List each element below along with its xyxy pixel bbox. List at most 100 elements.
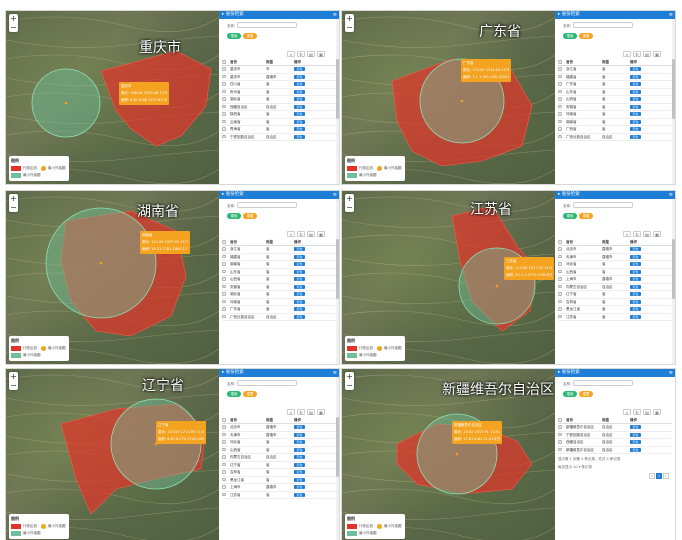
row-checkbox-cell[interactable] xyxy=(558,246,566,253)
row-checkbox[interactable] xyxy=(222,127,226,131)
table-row[interactable]: 西藏自治区 自治区 定位 xyxy=(222,104,336,111)
row-checkbox-cell[interactable] xyxy=(222,484,230,491)
table-row[interactable]: 广东省 省 定位 xyxy=(558,81,672,89)
row-checkbox[interactable] xyxy=(222,104,226,109)
select-all-checkbox[interactable] xyxy=(558,417,566,423)
locate-button[interactable]: 定位 xyxy=(294,247,305,251)
row-checkbox-cell[interactable] xyxy=(558,81,566,88)
row-checkbox[interactable] xyxy=(222,455,226,459)
table-row[interactable]: 河北省 省 定位 xyxy=(222,439,336,447)
row-checkbox-cell[interactable] xyxy=(222,246,230,253)
name-input[interactable] xyxy=(237,202,298,208)
export-icon[interactable]: ▦ xyxy=(317,51,325,57)
checkbox[interactable] xyxy=(222,240,226,244)
table-row[interactable]: 江苏省 省 定位 xyxy=(558,314,672,321)
table-row[interactable]: 云南省 省 定位 xyxy=(222,119,336,126)
checkbox[interactable] xyxy=(558,60,562,64)
table-row[interactable]: 湖北省 省 定位 xyxy=(222,291,336,299)
locate-button[interactable]: 定位 xyxy=(630,74,641,79)
row-checkbox-cell[interactable] xyxy=(222,284,230,291)
columns-icon[interactable]: ▤ xyxy=(307,51,315,57)
table-row[interactable]: 安徽省 省 定位 xyxy=(222,284,336,291)
table-row[interactable]: 山西省 省 定位 xyxy=(558,96,672,104)
zoom-in-button[interactable]: + xyxy=(346,194,353,203)
table-row[interactable]: 黑龙江省 省 定位 xyxy=(558,306,672,314)
locate-button[interactable]: 定位 xyxy=(630,292,641,296)
locate-button[interactable]: 定位 xyxy=(294,97,305,101)
reset-button[interactable]: 重置 xyxy=(243,212,257,219)
search-button[interactable]: 搜索 xyxy=(563,212,577,219)
search-button[interactable]: 搜索 xyxy=(563,390,577,397)
row-checkbox[interactable] xyxy=(222,67,226,71)
page-button[interactable]: › xyxy=(663,473,669,479)
row-checkbox-cell[interactable] xyxy=(558,89,566,96)
table-row[interactable]: 四川省 省 定位 xyxy=(222,81,336,89)
row-checkbox-cell[interactable] xyxy=(558,134,566,141)
columns-icon[interactable]: ▤ xyxy=(643,231,651,237)
refresh-icon[interactable]: ↻ xyxy=(297,51,305,57)
table-row[interactable]: 山西省 省 定位 xyxy=(222,276,336,284)
row-checkbox-cell[interactable] xyxy=(222,261,230,268)
table-row[interactable]: 福建省 省 定位 xyxy=(558,74,672,81)
row-checkbox-cell[interactable] xyxy=(558,96,566,103)
row-checkbox-cell[interactable] xyxy=(222,314,230,321)
row-checkbox-cell[interactable] xyxy=(558,66,566,73)
table-row[interactable]: 重庆市 市 定位 xyxy=(222,66,336,74)
row-checkbox[interactable] xyxy=(222,307,226,311)
table-row[interactable]: 湖南省 省 定位 xyxy=(558,119,672,126)
circle-center-marker[interactable] xyxy=(64,101,68,105)
reset-button[interactable]: 重置 xyxy=(579,390,593,397)
search-icon[interactable]: ⌕ xyxy=(287,51,295,57)
row-checkbox[interactable] xyxy=(222,269,226,274)
search-icon[interactable]: ⌕ xyxy=(287,231,295,237)
name-input[interactable] xyxy=(573,22,634,28)
row-checkbox-cell[interactable] xyxy=(222,74,230,81)
row-checkbox-cell[interactable] xyxy=(558,104,566,111)
locate-button[interactable]: 定位 xyxy=(294,314,305,319)
row-checkbox[interactable] xyxy=(222,134,226,139)
select-all-checkbox[interactable] xyxy=(222,59,230,65)
zoom-in-button[interactable]: + xyxy=(10,14,17,23)
row-checkbox[interactable] xyxy=(222,262,226,266)
menu-icon[interactable]: ≡ xyxy=(332,192,337,198)
name-input[interactable] xyxy=(237,380,298,386)
search-icon[interactable]: ⌕ xyxy=(287,409,295,415)
checkbox[interactable] xyxy=(222,60,226,64)
row-checkbox[interactable] xyxy=(222,432,226,437)
columns-icon[interactable]: ▤ xyxy=(307,231,315,237)
zoom-out-button[interactable]: − xyxy=(10,203,17,212)
table-row[interactable]: 天津市 直辖市 定位 xyxy=(222,432,336,439)
zoom-out-button[interactable]: − xyxy=(346,23,353,32)
select-all-checkbox[interactable] xyxy=(222,239,230,245)
locate-button[interactable]: 定位 xyxy=(630,97,641,101)
table-row[interactable]: 广西壮族自治区 自治区 定位 xyxy=(558,134,672,141)
locate-button[interactable]: 定位 xyxy=(294,299,305,304)
locate-button[interactable]: 定位 xyxy=(294,74,305,79)
refresh-icon[interactable]: ↻ xyxy=(633,231,641,237)
checkbox[interactable] xyxy=(558,240,562,244)
zoom-in-button[interactable]: + xyxy=(10,194,17,203)
table-row[interactable]: 北京市 直辖市 定位 xyxy=(558,246,672,254)
locate-button[interactable]: 定位 xyxy=(630,262,641,266)
locate-button[interactable]: 定位 xyxy=(294,477,305,482)
locate-button[interactable]: 定位 xyxy=(294,485,305,489)
locate-button[interactable]: 定位 xyxy=(630,284,641,289)
locate-button[interactable]: 定位 xyxy=(630,269,641,274)
row-checkbox[interactable] xyxy=(558,440,562,444)
locate-button[interactable]: 定位 xyxy=(294,470,305,474)
search-button[interactable]: 搜索 xyxy=(227,32,241,39)
zoom-out-button[interactable]: − xyxy=(10,381,17,390)
select-all-checkbox[interactable] xyxy=(222,417,230,423)
scrollbar[interactable] xyxy=(336,377,339,540)
row-checkbox[interactable] xyxy=(222,277,226,281)
locate-button[interactable]: 定位 xyxy=(294,119,305,124)
row-checkbox[interactable] xyxy=(558,432,562,437)
row-checkbox-cell[interactable] xyxy=(558,291,566,298)
menu-icon[interactable]: ≡ xyxy=(332,370,337,376)
row-checkbox[interactable] xyxy=(558,134,562,139)
row-checkbox[interactable] xyxy=(222,119,226,124)
refresh-icon[interactable]: ↻ xyxy=(297,231,305,237)
row-checkbox[interactable] xyxy=(558,97,562,101)
